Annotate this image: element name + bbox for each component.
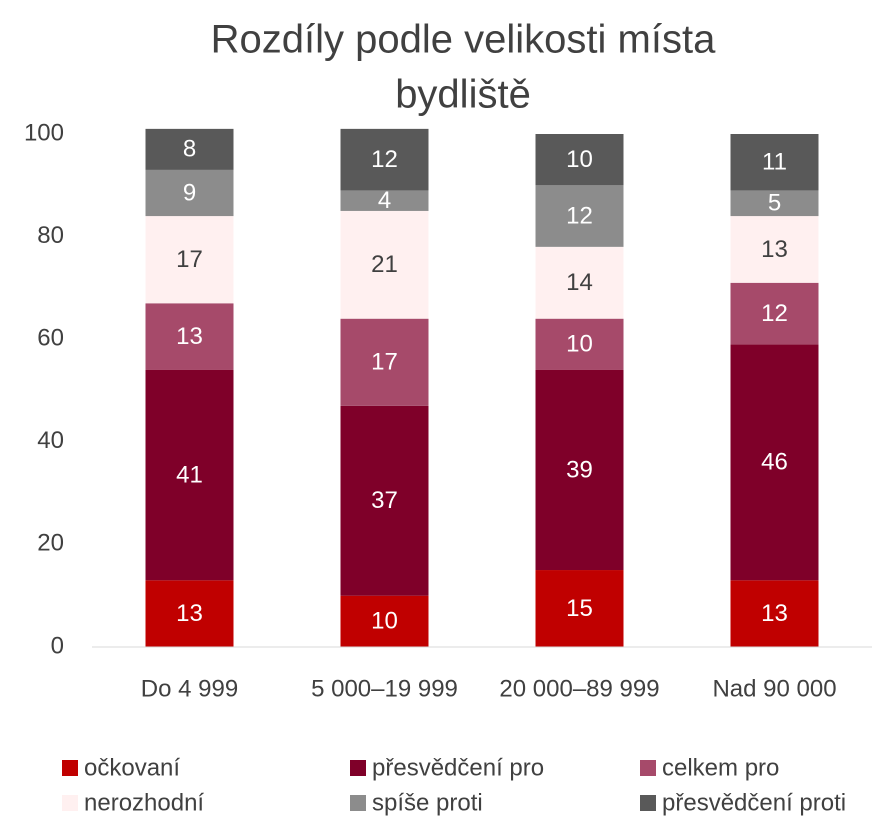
data-label: 39	[566, 456, 593, 483]
data-label: 14	[566, 269, 593, 296]
bar-segment	[145, 169, 234, 217]
chart-title: bydliště	[395, 73, 531, 117]
data-label: 4	[378, 187, 391, 214]
y-tick-label: 0	[51, 632, 64, 659]
legend-label: přesvědčení pro	[372, 754, 544, 781]
bar-segment	[730, 344, 819, 581]
x-tick-label: 20 000–89 999	[499, 675, 659, 702]
data-label: 17	[371, 349, 398, 376]
bar-segment	[340, 318, 429, 406]
bar-segment	[340, 190, 429, 211]
data-label: 10	[371, 608, 398, 635]
bar-segment	[730, 282, 819, 345]
y-tick-label: 100	[24, 119, 64, 146]
bar-segment	[535, 369, 624, 571]
legend-label: přesvědčení proti	[662, 789, 846, 816]
y-tick-label: 40	[37, 427, 64, 454]
legend-label: očkovaní	[84, 754, 180, 781]
data-label: 13	[761, 600, 788, 627]
bar-segment	[340, 210, 429, 319]
bar-segment	[535, 318, 624, 370]
data-label: 21	[371, 251, 398, 278]
legend-label: celkem pro	[662, 754, 779, 781]
data-label: 12	[566, 202, 593, 229]
y-tick-label: 20	[37, 530, 64, 557]
bar-segment	[145, 369, 234, 581]
data-label: 17	[176, 246, 203, 273]
legend-swatch	[62, 760, 78, 776]
bar-segment	[340, 128, 429, 191]
legend-swatch	[350, 760, 366, 776]
legend-swatch	[62, 795, 78, 811]
bar-segment	[535, 134, 624, 186]
y-tick-label: 60	[37, 325, 64, 352]
data-label: 13	[176, 323, 203, 350]
bar-segment	[145, 128, 234, 170]
data-label: 5	[768, 190, 781, 217]
bar-segment	[730, 134, 819, 191]
chart-title: Rozdíly podle velikosti místa	[211, 18, 716, 62]
data-label: 10	[566, 146, 593, 173]
x-tick-label: Do 4 999	[141, 675, 238, 702]
data-label: 13	[176, 600, 203, 627]
legend-label: nerozhodní	[84, 789, 204, 816]
x-tick-label: Nad 90 000	[712, 675, 836, 702]
legend-label: spíše proti	[372, 789, 483, 816]
bar-segment	[145, 303, 234, 370]
bar-segment	[730, 580, 819, 647]
data-label: 37	[371, 487, 398, 514]
data-label: 12	[761, 300, 788, 327]
legend-swatch	[640, 760, 656, 776]
bar-segment	[730, 216, 819, 283]
bar-segment	[145, 580, 234, 647]
bar-segment	[535, 246, 624, 319]
bar-segment	[145, 216, 234, 304]
data-label: 15	[566, 595, 593, 622]
data-label: 13	[761, 236, 788, 263]
data-label: 41	[176, 461, 203, 488]
data-label: 46	[761, 449, 788, 476]
bar-segment	[535, 570, 624, 647]
legend-swatch	[640, 795, 656, 811]
bar-segment	[340, 595, 429, 647]
data-label: 8	[183, 136, 196, 163]
y-tick-label: 80	[37, 222, 64, 249]
legend-swatch	[350, 795, 366, 811]
data-label: 12	[371, 146, 398, 173]
bar-segment	[730, 190, 819, 217]
bar-segment	[535, 185, 624, 247]
data-label: 9	[183, 179, 196, 206]
data-label: 10	[566, 331, 593, 358]
bar-segment	[340, 405, 429, 596]
x-tick-label: 5 000–19 999	[311, 675, 458, 702]
data-label: 11	[762, 149, 787, 176]
